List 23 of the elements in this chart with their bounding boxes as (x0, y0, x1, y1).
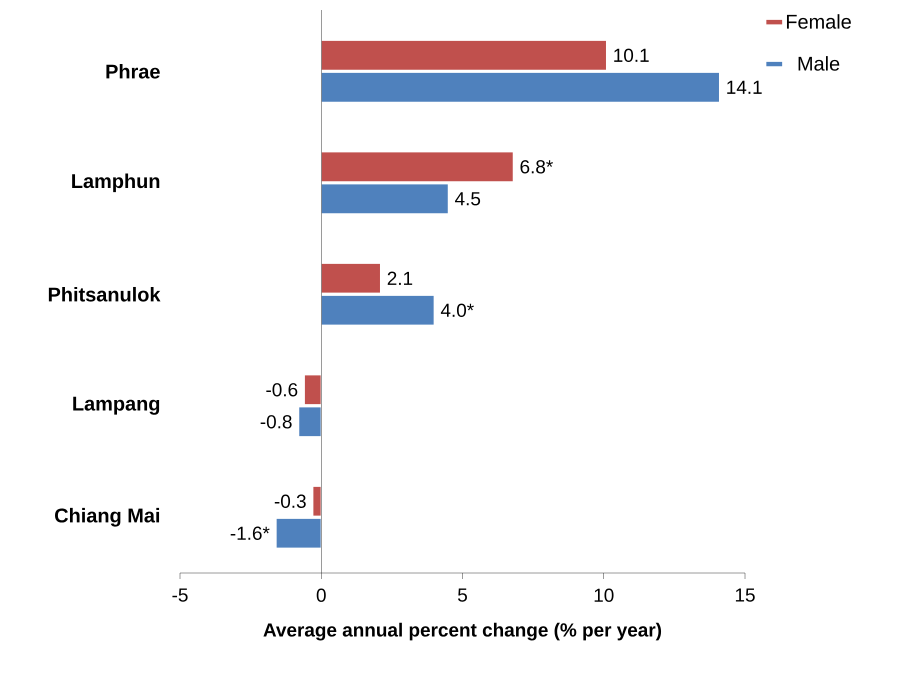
y-tick-label: Lampang (73, 396, 160, 415)
x-axis-title: Average annual percent change (% per year) (263, 622, 662, 640)
x-tick-label: 0 (316, 588, 326, 602)
y-tick-label: Phitsanulok (48, 286, 161, 302)
x-tick-label: 10 (594, 588, 614, 602)
data-label: 6.8* (520, 160, 553, 174)
x-tick-label: 15 (736, 588, 755, 602)
data-label: -0.8 (260, 415, 292, 428)
data-label: 4.5 (455, 192, 480, 206)
data-label: -1.6* (230, 526, 270, 540)
legend-label: Male (798, 56, 840, 71)
data-label: 14.1 (727, 80, 762, 94)
data-label: -0.3 (274, 494, 306, 508)
data-label: 2.1 (388, 272, 412, 285)
data-label: -0.6 (266, 383, 298, 396)
data-label: 4.0* (440, 304, 474, 317)
y-tick-label: Phrae (106, 64, 160, 79)
data-label: 10.1 (614, 48, 649, 62)
x-tick-label: -5 (172, 588, 188, 602)
y-tick-label: Chiang Mai (55, 508, 160, 527)
y-tick-label: Lamphun (72, 174, 160, 192)
legend-label: Female (786, 14, 851, 29)
x-tick-label: 5 (458, 588, 467, 602)
